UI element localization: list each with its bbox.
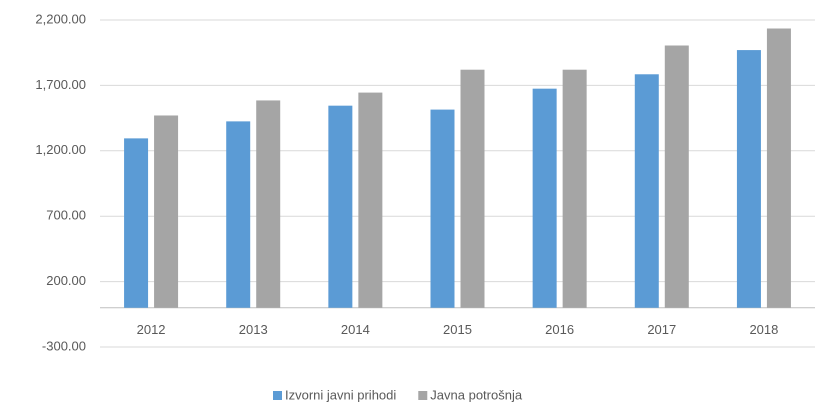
legend-swatch xyxy=(273,391,282,400)
bar xyxy=(562,69,587,308)
y-tick-label: 200.00 xyxy=(46,273,86,288)
bar xyxy=(460,69,485,308)
bar xyxy=(664,45,689,308)
bar xyxy=(532,88,557,308)
bar xyxy=(430,109,455,308)
y-tick-label: 1,700.00 xyxy=(35,77,86,92)
y-tick-label: -300.00 xyxy=(42,338,86,353)
x-tick-label: 2017 xyxy=(647,322,676,337)
bar xyxy=(766,28,791,308)
x-tick-label: 2014 xyxy=(341,322,370,337)
legend-label: Izvorni javni prihodi xyxy=(285,387,396,402)
bar xyxy=(124,138,149,308)
bar xyxy=(226,121,251,308)
bar xyxy=(154,115,179,308)
legend-swatch xyxy=(418,391,428,400)
x-tick-label: 2015 xyxy=(443,322,472,337)
y-tick-label: 2,200.00 xyxy=(35,11,86,26)
y-tick-label: 700.00 xyxy=(46,208,86,223)
bar xyxy=(328,105,353,308)
bar xyxy=(634,74,659,308)
bar xyxy=(736,50,761,308)
x-tick-label: 2016 xyxy=(545,322,574,337)
x-tick-label: 2012 xyxy=(137,322,166,337)
legend-label: Javna potrošnja xyxy=(430,387,523,402)
x-tick-label: 2013 xyxy=(239,322,268,337)
bar xyxy=(256,100,281,308)
bar xyxy=(358,92,383,308)
x-tick-label: 2018 xyxy=(749,322,778,337)
y-tick-label: 1,200.00 xyxy=(35,142,86,157)
